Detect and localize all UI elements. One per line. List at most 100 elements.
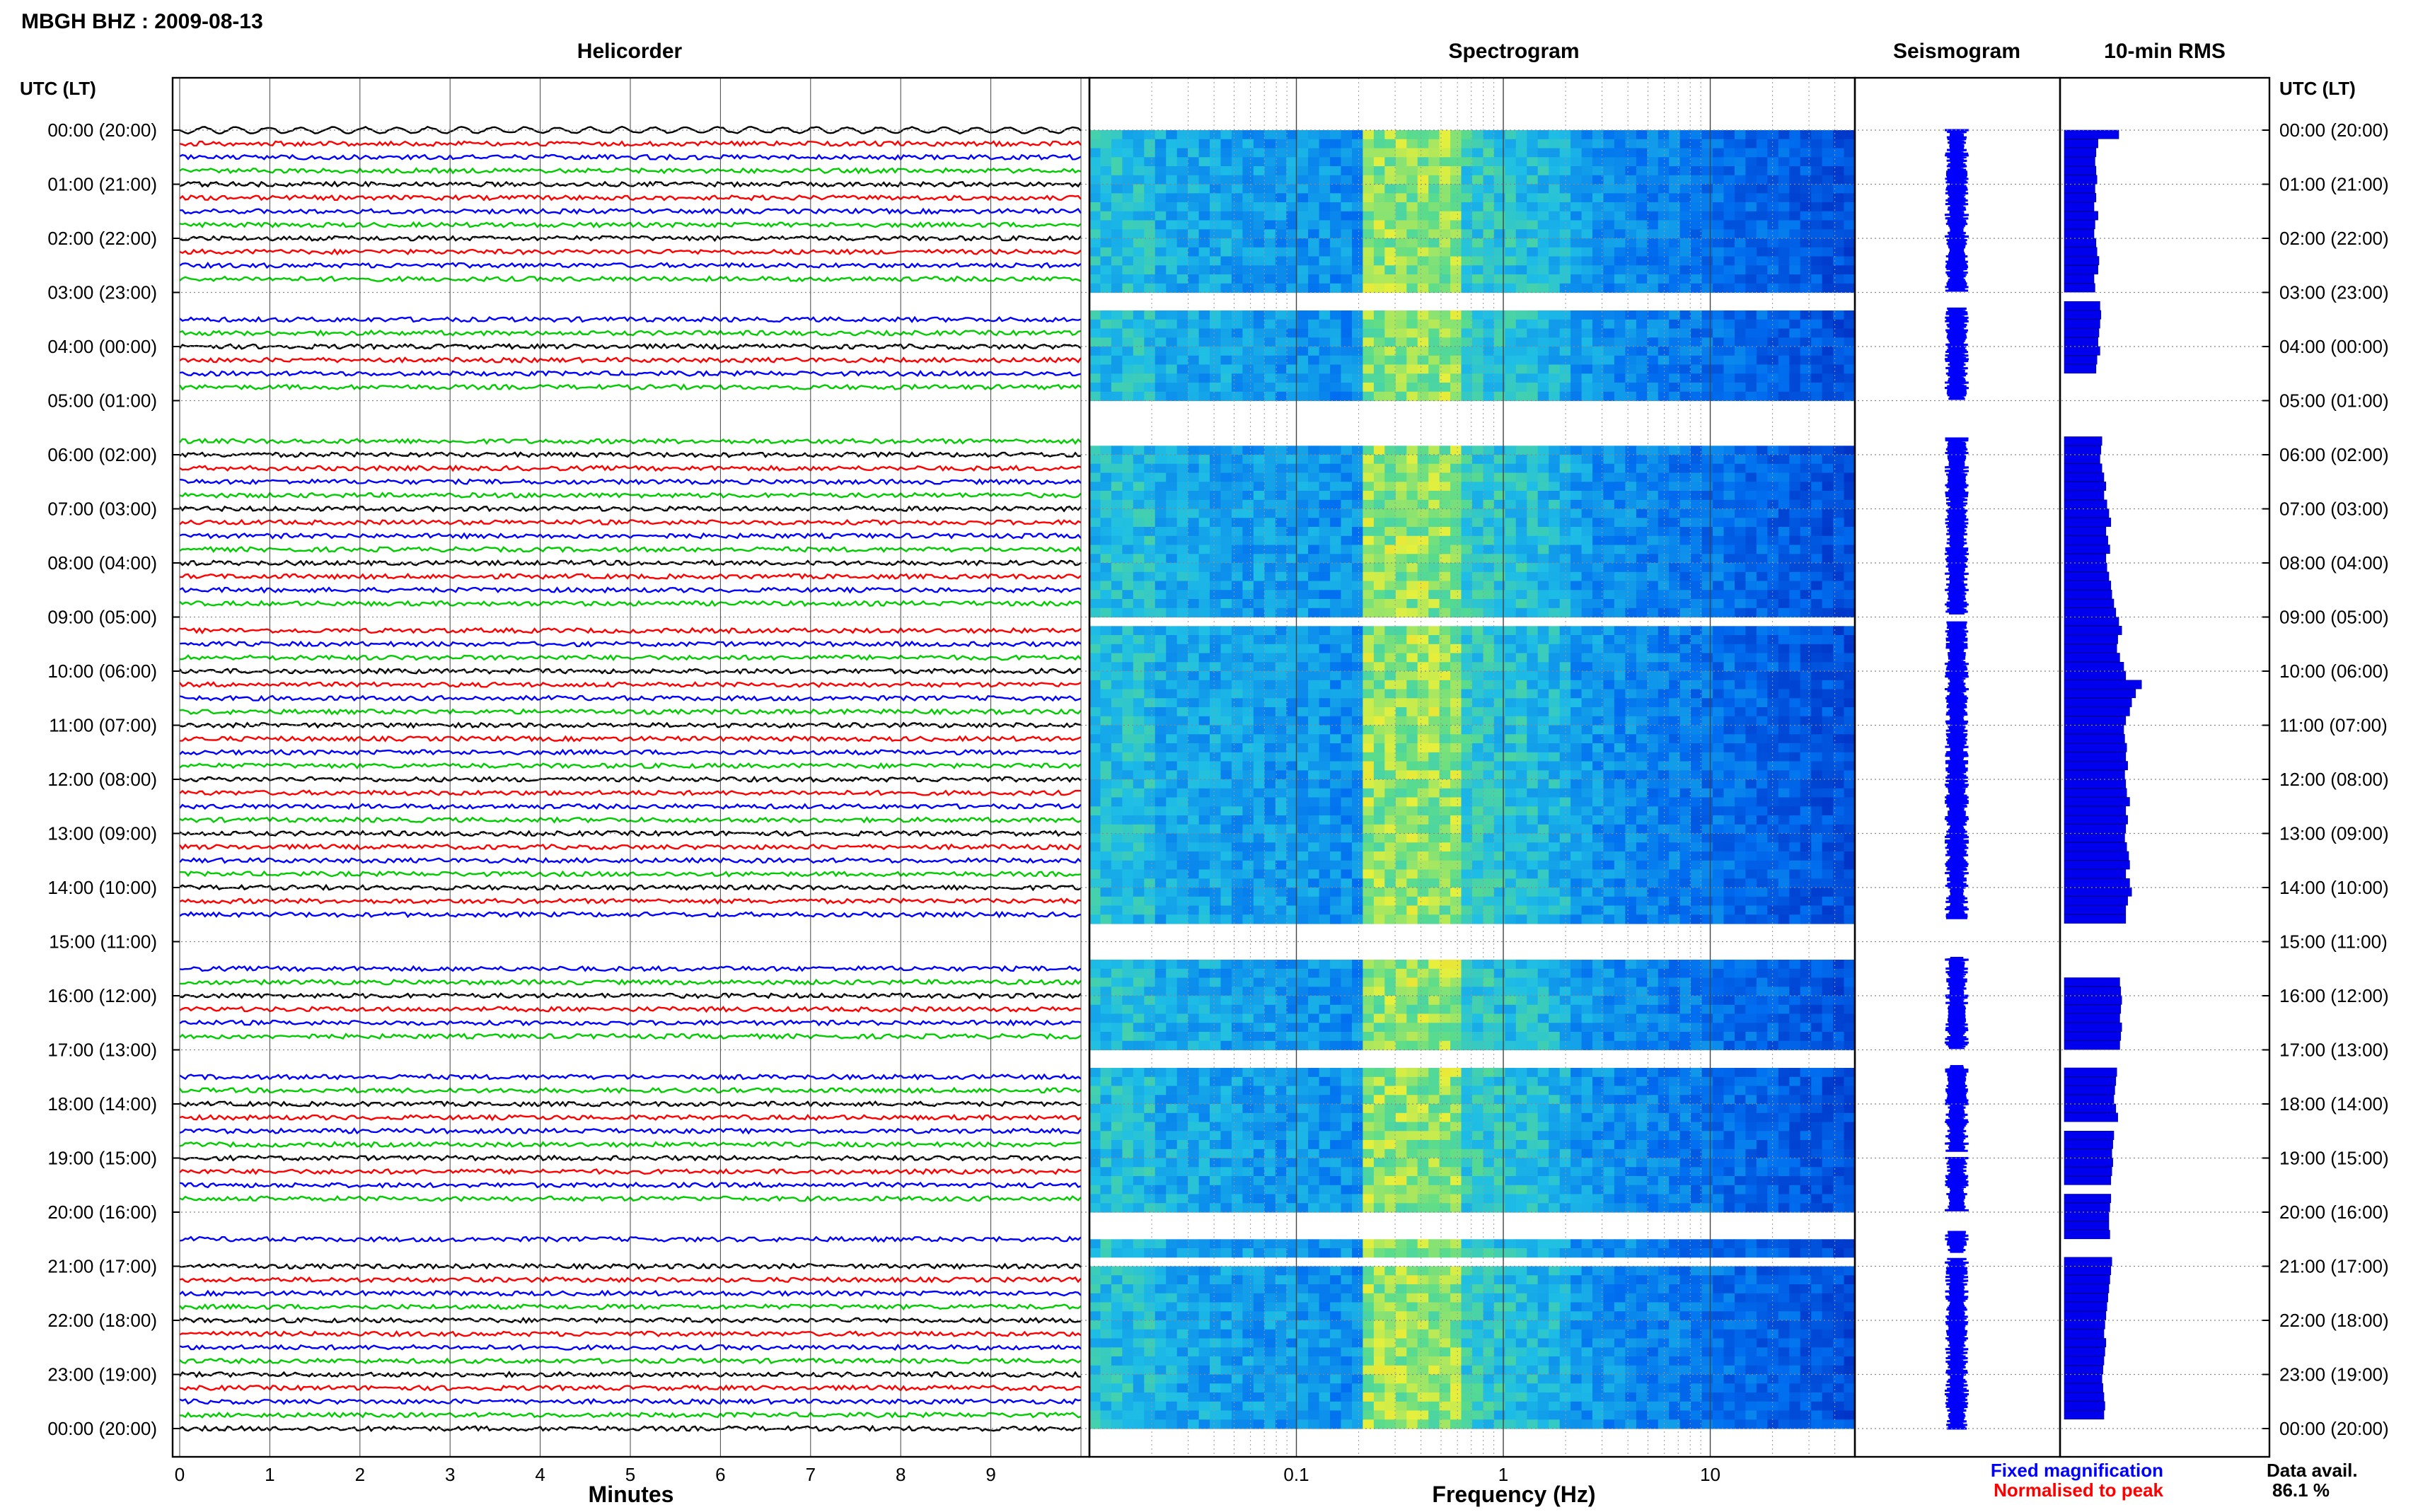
spectrogram-cell — [1822, 391, 1834, 402]
spectrogram-cell — [1384, 175, 1396, 185]
spectrogram-cell — [1647, 716, 1659, 726]
spectrogram-cell — [1461, 265, 1473, 275]
spectrogram-cell — [1559, 148, 1571, 158]
spectrogram-cell — [1341, 130, 1353, 140]
spectrogram-cell — [1800, 815, 1812, 825]
spectrogram-cell — [1166, 337, 1178, 347]
spectrogram-cell — [1735, 482, 1747, 492]
spectrogram-cell — [1155, 635, 1167, 645]
spectrogram-cell — [1264, 319, 1276, 330]
spectrogram-cell — [1122, 563, 1134, 573]
spectrogram-cell — [1155, 319, 1167, 330]
spectrogram-cell — [1549, 725, 1561, 735]
spectrogram-cell — [1461, 220, 1473, 230]
spectrogram-cell — [1756, 671, 1768, 681]
spectrogram-cell — [1133, 229, 1145, 239]
spectrogram-cell — [1089, 527, 1101, 537]
spectrogram-cell — [1833, 734, 1845, 744]
spectrogram-cell — [1176, 211, 1188, 221]
spectrogram-cell — [1592, 824, 1604, 834]
spectrogram-cell — [1253, 779, 1265, 789]
spectrogram-cell — [1647, 220, 1659, 230]
spectrogram-cell — [1461, 635, 1473, 645]
spectrogram-cell — [1264, 752, 1276, 762]
spectrogram-cell — [1428, 671, 1440, 681]
spectrogram-cell — [1735, 238, 1747, 248]
spectrogram-cell — [1658, 482, 1670, 492]
spectrogram-cell — [1625, 725, 1637, 735]
spectrogram-cell — [1691, 265, 1703, 275]
spectrogram-cell — [1384, 571, 1396, 582]
spectrogram-cell — [1713, 535, 1725, 546]
spectrogram-cell — [1636, 563, 1648, 573]
spectrogram-cell — [1253, 256, 1265, 266]
spectrogram-cell — [1176, 842, 1188, 852]
spectrogram-cell — [1549, 554, 1561, 564]
spectrogram-cell — [1111, 581, 1123, 591]
spectrogram-cell — [1428, 662, 1440, 672]
spectrogram-cell — [1297, 139, 1309, 149]
spectrogram-cell — [1701, 527, 1713, 537]
spectrogram-cell — [1745, 229, 1757, 239]
spectrogram-cell — [1472, 455, 1484, 465]
spectrogram-cell — [1133, 319, 1145, 330]
spectrogram-cell — [1614, 508, 1626, 518]
spectrogram-cell — [1636, 554, 1648, 564]
spectrogram-cell — [1406, 211, 1418, 221]
spectrogram-cell — [1778, 148, 1790, 158]
spectrogram-cell — [1198, 463, 1210, 474]
spectrogram-cell — [1789, 446, 1801, 455]
spectrogram-cell — [1603, 527, 1615, 537]
spectrogram-cell — [1800, 347, 1812, 356]
spectrogram-cell — [1515, 698, 1527, 708]
spectrogram-cell — [1592, 725, 1604, 735]
spectrogram-cell — [1166, 527, 1178, 537]
spectrogram-cell — [1308, 202, 1320, 212]
spectrogram-cell — [1264, 455, 1276, 465]
spectrogram-cell — [1297, 184, 1309, 194]
spectrogram-cell — [1395, 482, 1407, 492]
spectrogram-cell — [1679, 472, 1691, 482]
spectrogram-cell — [1395, 166, 1407, 176]
spectrogram-cell — [1778, 527, 1790, 537]
spectrogram-cell — [1297, 193, 1309, 203]
spectrogram-cell — [1833, 166, 1845, 176]
spectrogram-cell — [1549, 139, 1561, 149]
spectrogram-cell — [1713, 590, 1725, 600]
spectrogram-cell — [1100, 491, 1112, 501]
spectrogram-cell — [1395, 581, 1407, 591]
spectrogram-cell — [1100, 842, 1112, 852]
spectrogram-cell — [1297, 463, 1309, 474]
spectrogram-cell — [1198, 743, 1210, 753]
spectrogram-cell — [1614, 518, 1626, 528]
spectrogram-cell — [1373, 563, 1385, 573]
spectrogram-cell — [1100, 265, 1112, 275]
spectrogram-cell — [1428, 265, 1440, 275]
spectrogram-cell — [1735, 770, 1747, 780]
spectrogram-cell — [1352, 626, 1364, 636]
spectrogram-cell — [1483, 193, 1495, 203]
spectrogram-cell — [1220, 337, 1232, 347]
spectrogram-cell — [1210, 166, 1222, 176]
spectrogram-cell — [1319, 482, 1331, 492]
spectrogram-cell — [1493, 563, 1505, 573]
spectrogram-cell — [1198, 527, 1210, 537]
spectrogram-cell — [1417, 193, 1429, 203]
spectrogram-cell — [1691, 599, 1703, 609]
spectrogram-cell — [1253, 229, 1265, 239]
spectrogram-cell — [1745, 797, 1757, 807]
spectrogram-cell — [1428, 247, 1440, 257]
spectrogram-cell — [1658, 554, 1670, 564]
spectrogram-cell — [1844, 653, 1856, 663]
spectrogram-cell — [1417, 535, 1429, 546]
spectrogram-cell — [1406, 391, 1418, 402]
spectrogram-cell — [1363, 491, 1375, 501]
spectrogram-cell — [1603, 554, 1615, 564]
spectrogram-cell — [1275, 779, 1287, 789]
spectrogram-cell — [1559, 599, 1571, 609]
spectrogram-cell — [1822, 653, 1834, 663]
spectrogram-cell — [1166, 446, 1178, 455]
spectrogram-cell — [1745, 545, 1757, 554]
spectrogram-cell — [1537, 653, 1549, 663]
spectrogram-cell — [1691, 725, 1703, 735]
